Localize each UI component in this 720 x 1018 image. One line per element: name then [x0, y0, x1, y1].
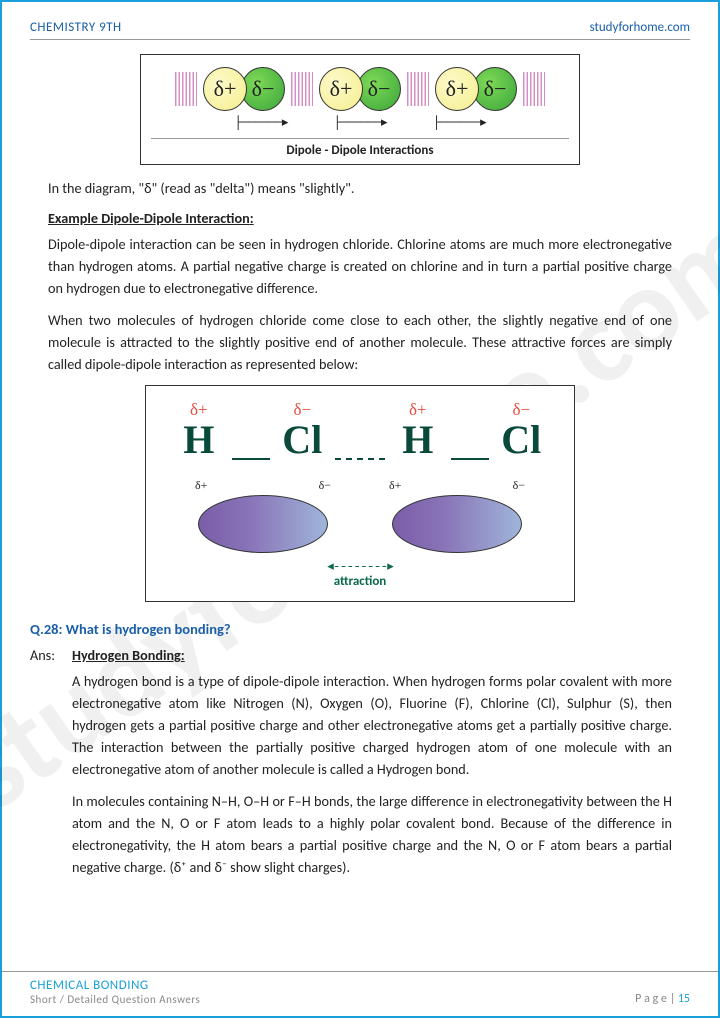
delta-plus-circle: δ+	[435, 67, 479, 111]
delta-minus-circle: δ−	[241, 67, 285, 111]
molecule-pair: δ+ δ−	[435, 67, 517, 111]
delta-minus-circle: δ−	[473, 67, 517, 111]
dipole-arrows-row: ├──────▸ ├──────▸ ├──────▸	[151, 115, 569, 130]
dipole-diagram-box: δ+ δ− δ+ δ− δ+ δ− ├──────▸ ├──────▸ ├───	[140, 54, 580, 165]
example-heading-text: Example Dipole-Dipole Interaction	[48, 209, 250, 227]
attraction-label-row: ◂--------▸ attraction	[166, 559, 554, 589]
answer-paragraph-1: A hydrogen bond is a type of dipole-dipo…	[72, 670, 672, 780]
footer-page-number: P a g e | 15	[635, 992, 690, 1006]
answer-heading-text: Hydrogen Bonding	[72, 646, 181, 664]
footer-chapter: CHEMICAL BONDING	[30, 978, 200, 993]
hcl-atom-col: δ− Cl	[489, 400, 555, 460]
body-content: δ+ δ− δ+ δ− δ+ δ− ├──────▸ ├──────▸ ├───	[30, 54, 690, 888]
atom-cl: Cl	[489, 420, 555, 460]
dipole-molecules-row: δ+ δ− δ+ δ− δ+ δ−	[151, 67, 569, 111]
hatching-icon	[407, 72, 429, 106]
intro-paragraph: In the diagram, "δ" (read as "delta") me…	[48, 177, 672, 199]
hcl-atom-col: δ− Cl	[270, 400, 336, 460]
example-paragraph-1: Dipole-dipole interaction can be seen in…	[48, 233, 672, 299]
molecule-pair: δ+ δ−	[319, 67, 401, 111]
hatching-icon	[175, 72, 197, 106]
oval-molecule: δ+ δ−	[183, 478, 343, 553]
question-label: Q.28: What is hydrogen bonding?	[30, 620, 672, 638]
bond-line-icon	[451, 458, 489, 460]
delta-plus-circle: δ+	[203, 67, 247, 111]
attraction-text: attraction	[334, 574, 387, 589]
dipole-arrow-icon: ├──────▸	[333, 115, 386, 130]
atom-cl: Cl	[270, 420, 336, 460]
small-delta-minus: δ−	[319, 478, 331, 493]
delta-minus-circle: δ−	[357, 67, 401, 111]
footer-left: CHEMICAL BONDING Short / Detailed Questi…	[30, 978, 200, 1006]
diagram-caption: Dipole - Dipole Interactions	[151, 138, 569, 158]
page-number: 15	[678, 992, 690, 1006]
hcl-atom-col: δ+ H	[385, 400, 451, 460]
dipole-arrow-icon: ├──────▸	[433, 115, 486, 130]
bond-dash-icon	[335, 458, 385, 460]
oval-molecule: δ+ δ−	[377, 478, 537, 553]
footer-subtitle: Short / Detailed Question Answers	[30, 993, 200, 1006]
hatching-icon	[523, 72, 545, 106]
page-prefix: P a g e |	[635, 992, 678, 1006]
answer-paragraph-2: In molecules containing N–H, O–H or F–H …	[72, 790, 672, 878]
small-delta-minus: δ−	[513, 478, 525, 493]
small-delta-plus: δ+	[389, 478, 401, 493]
hcl-formula-row: δ+ H δ− Cl δ+ H δ− Cl	[166, 400, 554, 460]
example-heading: Example Dipole-Dipole Interaction:	[48, 209, 672, 227]
hcl-diagram-box: δ+ H δ− Cl δ+ H δ− Cl	[145, 385, 575, 602]
atom-h: H	[385, 420, 451, 460]
delta-plus-circle: δ+	[319, 67, 363, 111]
oval-shape-icon	[198, 495, 328, 553]
page-content: CHEMISTRY 9TH studyforhome.com δ+ δ− δ+ …	[2, 2, 718, 960]
page-header: CHEMISTRY 9TH studyforhome.com	[30, 20, 690, 40]
answer-heading: Hydrogen Bonding:	[72, 646, 672, 664]
answer-prefix: Ans:	[30, 646, 62, 888]
hcl-atom-col: δ+ H	[166, 400, 232, 460]
page-footer: CHEMICAL BONDING Short / Detailed Questi…	[2, 971, 718, 1016]
atom-h: H	[166, 420, 232, 460]
dipole-arrow-icon: ├──────▸	[234, 115, 287, 130]
oval-shape-icon	[392, 495, 522, 553]
oval-row: δ+ δ− δ+ δ−	[166, 478, 554, 553]
answer-body: Hydrogen Bonding: A hydrogen bond is a t…	[72, 646, 672, 888]
small-delta-plus: δ+	[195, 478, 207, 493]
example-paragraph-2: When two molecules of hydrogen chloride …	[48, 309, 672, 375]
bond-line-icon	[232, 458, 270, 460]
header-subject: CHEMISTRY 9TH	[30, 20, 122, 35]
header-site: studyforhome.com	[590, 20, 690, 35]
hatching-icon	[291, 72, 313, 106]
answer-row: Ans: Hydrogen Bonding: A hydrogen bond i…	[48, 646, 672, 888]
attraction-arrow-icon: ◂--------▸	[327, 559, 392, 574]
molecule-pair: δ+ δ−	[203, 67, 285, 111]
